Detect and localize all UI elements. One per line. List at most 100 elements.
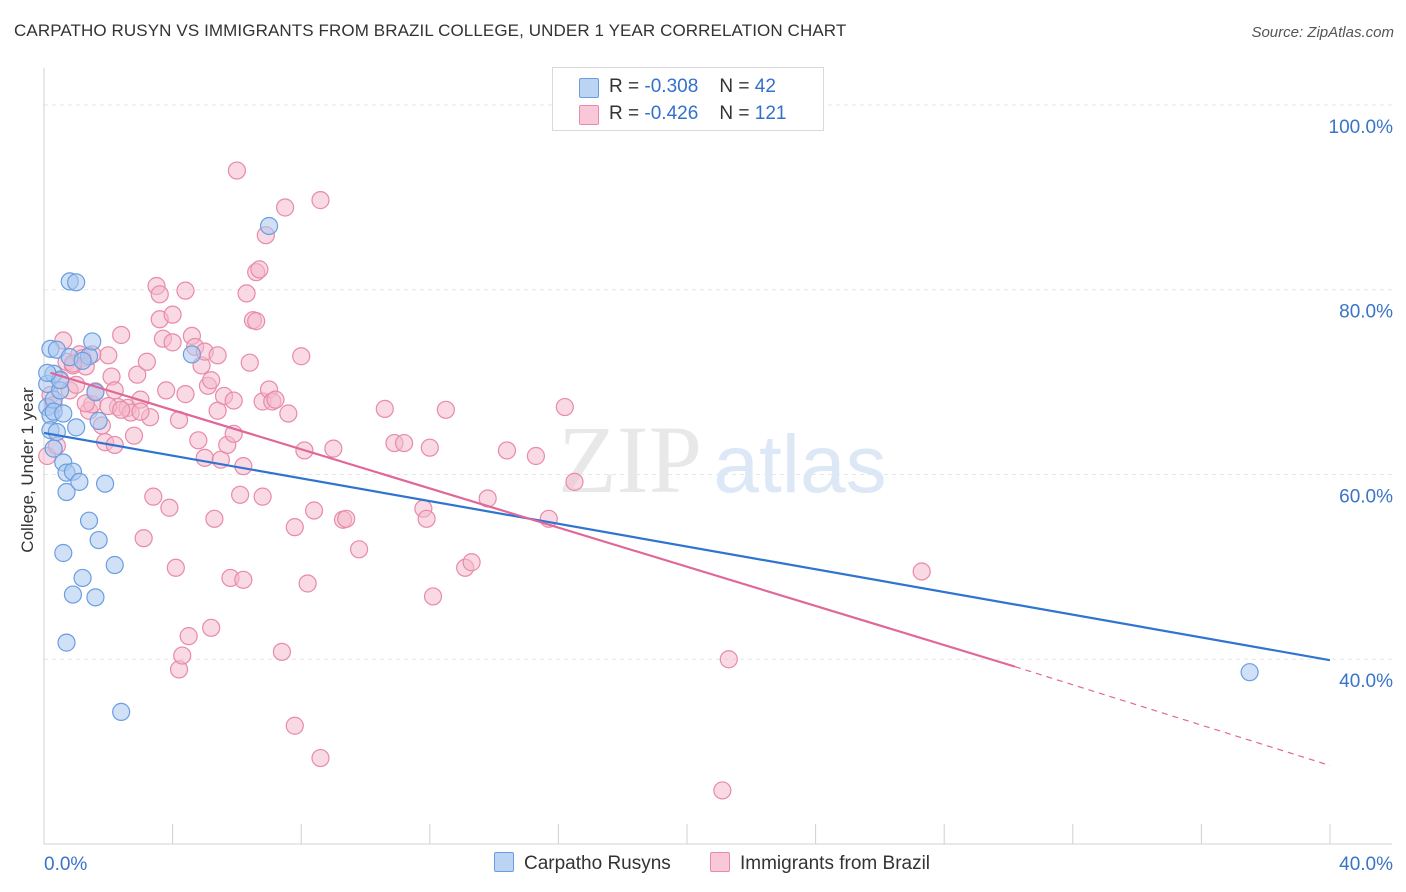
carpatho-point [57,633,76,652]
brazil-point [565,472,584,491]
bottom-legend-brazil: Immigrants from Brazil [710,852,930,875]
brazil-point [227,161,246,180]
brazil-point [234,570,253,589]
watermark-atlas: atlas [713,419,886,510]
brazil-point [555,397,574,417]
brazil-point [166,558,185,577]
legend-r-value-2: -0.426 [644,103,699,124]
legend-swatch-blue [579,78,599,98]
brazil-point [713,781,732,800]
carpatho-point [1240,663,1259,682]
carpatho-point [73,568,92,588]
brazil-point [266,390,285,409]
x-tick-label-min: 0.0% [44,854,87,875]
brazil-point [311,748,330,768]
legend-n-value-2: 121 [754,103,787,124]
legend-n-value-1: 42 [754,76,776,97]
brazil-point [394,433,414,453]
bottom-legend-carpatho: Carpatho Rusyns [494,852,671,875]
bottom-legend-swatch-blue [494,852,514,872]
carpatho-trend-line [43,431,1331,662]
trend-layer [43,371,1331,767]
brazil-point [417,509,436,528]
brazil-point [134,529,153,548]
x-tick-label-max: 40.0% [1339,854,1393,875]
brazil-point [195,448,214,467]
brazil-point [176,385,195,404]
brazil-point [173,646,192,665]
brazil-trend-line [50,371,1016,668]
brazil-point [912,562,931,581]
brazil-point [99,346,118,365]
carpatho-point [112,702,131,721]
carpatho-point [67,273,86,292]
brazil-point [250,260,269,279]
brazil-point [436,400,455,419]
brazil-point [205,509,224,528]
points-layer [38,161,1259,800]
source-label: Source: ZipAtlas.com [1251,24,1394,41]
brazil-point [423,587,443,606]
carpatho-point [38,363,57,382]
carpatho-point [63,585,83,604]
carpatho-point [259,216,279,236]
brazil-point [272,642,292,661]
bottom-legend-swatch-pink [710,852,730,872]
carpatho-point [79,511,99,530]
brazil-point [719,650,738,669]
brazil-point [112,325,131,345]
legend-n-label-2: N = [719,103,750,124]
stats-legend: R = -0.308 N = 42 R = -0.426 N = 121 [552,67,824,131]
brazil-point [304,501,324,520]
y-tick-label: 100.0% [1329,117,1394,138]
watermark-zip: ZIP [558,406,702,513]
brazil-point [324,439,343,458]
brazil-point [124,426,144,445]
carpatho-point [95,474,115,493]
y-tick-label: 40.0% [1339,671,1393,692]
brazil-point [179,627,198,646]
brazil-point [137,352,156,371]
legend-r-label-1: R = [609,76,640,97]
brazil-point [131,402,150,421]
brazil-point [150,285,169,304]
carpatho-point [47,422,66,442]
y-tick-label: 80.0% [1339,302,1393,323]
legend-n-label-1: N = [719,76,750,97]
brazil-point [128,365,147,384]
brazil-point [237,284,256,303]
brazil-point [349,540,369,559]
brazil-point [462,553,481,572]
brazil-point [292,347,311,366]
brazil-point [202,371,221,390]
carpatho-point [86,588,105,607]
brazil-point [231,485,250,504]
carpatho-point [54,404,73,423]
carpatho-point [83,332,102,351]
brazil-point [279,404,298,423]
legend-r-label-2: R = [609,103,640,124]
carpatho-point [57,482,76,502]
brazil-point [160,498,179,517]
grid-layer [44,104,1392,660]
brazil-point [202,618,221,637]
y-tick-label: 60.0% [1339,486,1393,507]
watermark: ZIP atlas [558,406,887,513]
carpatho-point [89,530,108,550]
carpatho-point [89,411,108,430]
carpatho-point [73,351,92,370]
brazil-point [497,441,517,460]
brazil-point [189,431,208,450]
tick-labels: 40.0% 60.0% 80.0% 100.0% 0.0% 40.0% [44,117,1393,875]
brazil-point [163,305,182,324]
brazil-point [311,191,330,210]
brazil-point [298,574,317,593]
brazil-point [285,716,304,735]
bottom-legend-label-brazil: Immigrants from Brazil [740,853,931,874]
brazil-point [208,346,227,365]
brazil-point [285,518,304,537]
brazil-point [420,438,439,457]
brazil-point [157,381,176,400]
legend-r-value-1: -0.308 [644,76,699,97]
brazil-point [176,281,195,300]
